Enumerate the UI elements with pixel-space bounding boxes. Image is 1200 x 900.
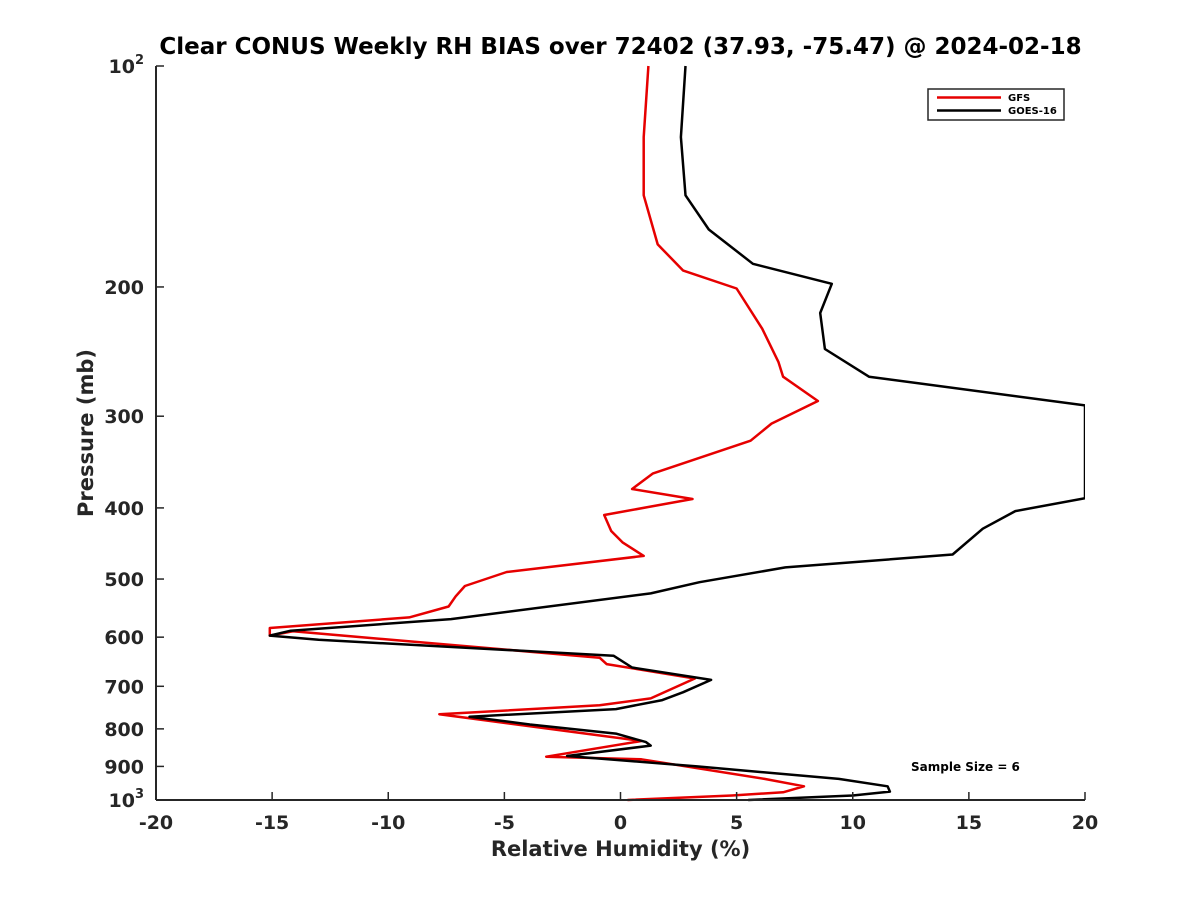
x-tick-label: 15 [956, 812, 982, 834]
x-tick-label: -10 [371, 812, 405, 834]
x-tick-label: 10 [840, 812, 866, 834]
legend: GFS GOES-16 [927, 88, 1065, 121]
y-tick-label: 300 [104, 406, 144, 428]
y-tick-label: 700 [104, 676, 144, 698]
y-ticks: 102 200 300 400 500 600 700 800 900 103 [104, 53, 164, 812]
x-ticks: -20 -15 -10 -5 0 5 10 15 20 [139, 792, 1098, 834]
y-tick-label: 800 [104, 719, 144, 741]
y-tick-label: 103 [109, 787, 145, 812]
chart-title: Clear CONUS Weekly RH BIAS over 72402 (3… [159, 34, 1081, 60]
y-tick-label: 600 [104, 627, 144, 649]
y-axis-label: Pressure (mb) [74, 349, 98, 517]
x-tick-label: -20 [139, 812, 173, 834]
plot-area: -20 -15 -10 -5 0 5 10 15 20 102 200 300 400 500 600 70… [104, 53, 1098, 834]
y-tick-label: 200 [104, 277, 144, 299]
y-tick-label: 900 [104, 756, 144, 778]
y-tick-label: 500 [104, 569, 144, 591]
x-tick-label: 5 [730, 812, 743, 834]
x-tick-label: -15 [255, 812, 289, 834]
series-line-goes16 [268, 65, 1085, 802]
legend-label-gfs: GFS [1008, 93, 1030, 104]
x-tick-label: 20 [1072, 812, 1098, 834]
x-axis-label: Relative Humidity (%) [491, 837, 750, 861]
x-tick-label: -5 [494, 812, 515, 834]
y-tick-label: 102 [109, 53, 145, 78]
legend-label-goes16: GOES-16 [1008, 106, 1057, 117]
series-layer [268, 65, 1085, 802]
y-tick-label: 400 [104, 498, 144, 520]
sample-size-annotation: Sample Size = 6 [911, 760, 1020, 774]
series-line-gfs [268, 65, 820, 802]
legend-box [927, 88, 1065, 121]
x-tick-label: 0 [614, 812, 627, 834]
